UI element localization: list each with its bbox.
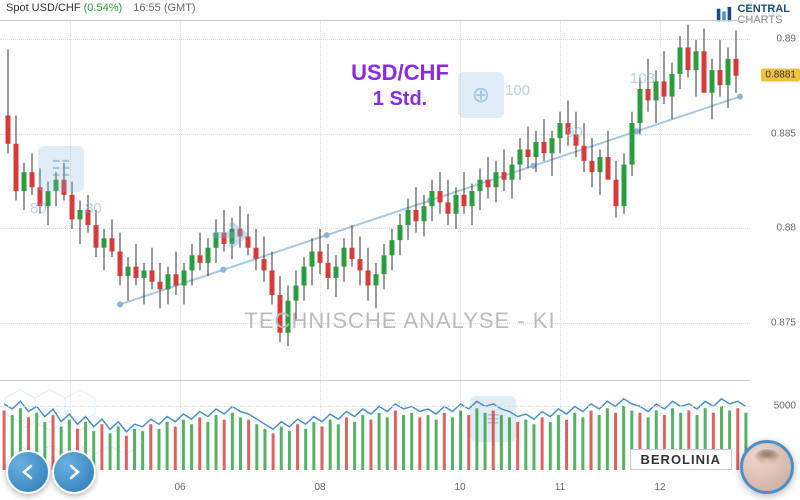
x-tick: 06	[174, 482, 185, 493]
y-tick: 0.875	[771, 318, 796, 329]
nav-prev-button[interactable]	[6, 450, 50, 494]
watermark-tile-icon: ☷	[38, 146, 84, 192]
change-percent: (0.54%)	[84, 2, 123, 14]
x-tick: 11	[555, 482, 565, 493]
x-axis: 050608101112	[0, 482, 750, 498]
y-axis: 0.875 0.88 0.885 0.89 0.8881	[750, 20, 800, 380]
x-tick: 12	[654, 482, 665, 493]
x-tick: 08	[314, 482, 325, 493]
watermark-tile-icon: ⊕	[458, 72, 504, 118]
instrument-name: Spot USD/CHF	[6, 2, 81, 14]
watermark-number: 100	[505, 82, 530, 99]
timestamp: 16:55 (GMT)	[133, 2, 195, 14]
nav-next-button[interactable]	[52, 450, 96, 494]
x-tick: 10	[454, 482, 465, 493]
watermark-arrow-icon	[210, 210, 260, 260]
watermark-number: 103	[630, 70, 655, 87]
watermark-number: 90	[566, 124, 583, 141]
arrow-left-icon	[18, 462, 38, 482]
y-tick: 0.885	[771, 128, 796, 139]
watermark-number: 80	[85, 200, 102, 217]
brand-label: BEROLINIA	[630, 449, 733, 470]
y-tick: 0.89	[777, 33, 796, 44]
chart-header: Spot USD/CHF (0.54%) 16:55 (GMT)	[6, 2, 196, 14]
watermark-number: 80	[30, 200, 47, 217]
assistant-avatar[interactable]	[740, 440, 794, 494]
current-price-badge: 0.8881	[761, 68, 800, 81]
indicator-ytick: 5000	[774, 401, 796, 412]
arrow-right-icon	[64, 462, 84, 482]
y-tick: 0.88	[777, 223, 796, 234]
